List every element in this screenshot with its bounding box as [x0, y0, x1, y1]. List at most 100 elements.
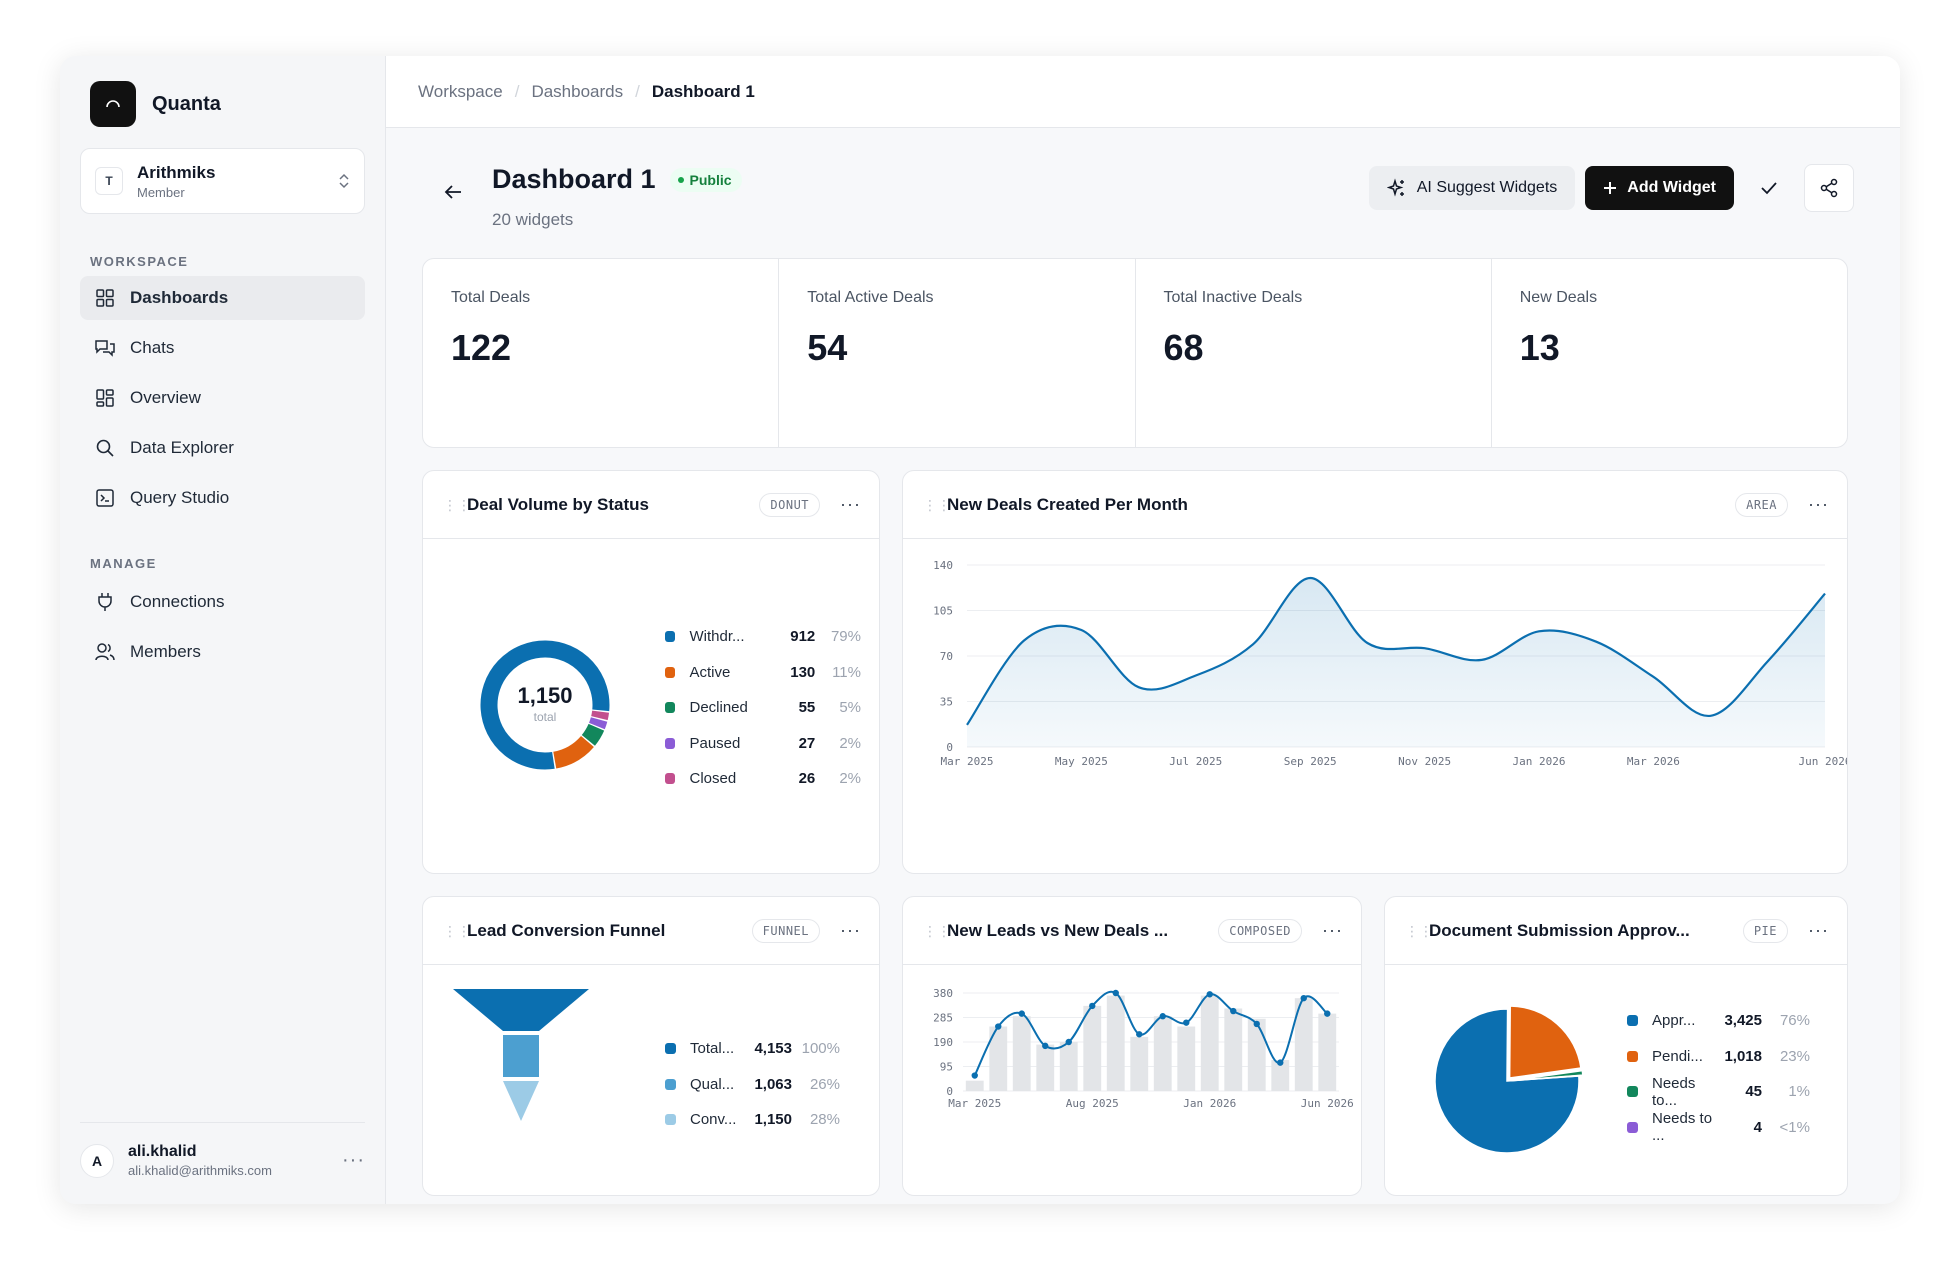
app-window: Quanta T Arithmiks Member WORKSPACE Dash…	[60, 56, 1900, 1204]
bar[interactable]	[1247, 1018, 1266, 1091]
ai-suggest-button[interactable]: AI Suggest Widgets	[1368, 166, 1576, 210]
drag-handle-icon[interactable]: ⋮⋮	[923, 496, 951, 513]
bar[interactable]	[1036, 1044, 1055, 1091]
funnel-stage[interactable]	[453, 989, 589, 1031]
widget-menu-icon[interactable]: ···	[1322, 920, 1343, 940]
bar[interactable]	[1153, 1016, 1172, 1091]
line-point[interactable]	[1065, 1038, 1072, 1046]
sidebar-item-dashboards[interactable]: Dashboards	[80, 276, 365, 320]
legend-value: 912	[790, 628, 816, 646]
legend-label: Total...	[690, 1040, 735, 1058]
share-button[interactable]	[1804, 164, 1854, 212]
breadcrumb-current: Dashboard 1	[651, 81, 755, 101]
area-chart: 0 35 70 105 140 Mar 2025 May 2025 Jul 2025 Sep 2…	[933, 559, 1847, 768]
widget-menu-icon[interactable]: ···	[1808, 920, 1829, 940]
bar[interactable]	[1271, 1060, 1290, 1091]
widget-menu-icon[interactable]: ···	[840, 494, 861, 514]
kpi-new-deals[interactable]: New Deals 13	[1492, 259, 1847, 447]
line-point[interactable]	[1136, 1031, 1143, 1038]
line-point[interactable]	[1159, 1013, 1166, 1020]
line-series[interactable]	[973, 990, 1328, 1076]
line-point[interactable]	[1300, 994, 1307, 1002]
sidebar-item-members[interactable]: Members	[80, 630, 365, 674]
bar[interactable]	[1318, 1013, 1337, 1091]
bar[interactable]	[1130, 1036, 1149, 1091]
user-profile[interactable]: A ali.khalid ali.khalid@arithmiks.com ··…	[80, 1122, 365, 1188]
line-point[interactable]	[1230, 1007, 1237, 1015]
drag-handle-icon[interactable]: ⋮⋮	[923, 922, 951, 939]
bar[interactable]	[1083, 1005, 1102, 1091]
pie-slice[interactable]	[1508, 1005, 1582, 1079]
kpi-active-deals[interactable]: Total Active Deals 54	[779, 259, 1136, 447]
sidebar-item-query-studio[interactable]: Query Studio	[80, 476, 365, 520]
avatar: A	[80, 1143, 114, 1178]
funnel-stage[interactable]	[503, 1081, 539, 1121]
sidebar-item-overview[interactable]: Overview	[80, 376, 365, 420]
bar[interactable]	[989, 1026, 1008, 1091]
line-point[interactable]	[1183, 1019, 1190, 1026]
add-widget-button[interactable]: Add Widget	[1585, 166, 1734, 210]
sidebar-item-connections[interactable]: Connections	[80, 580, 365, 624]
legend-label: Qual...	[690, 1075, 735, 1093]
line-point[interactable]	[1324, 1010, 1331, 1017]
drag-handle-icon[interactable]: ⋮⋮	[443, 922, 471, 939]
more-icon[interactable]: ···	[342, 1149, 365, 1171]
legend-label: Declined	[689, 699, 748, 717]
bar[interactable]	[1106, 995, 1125, 1091]
legend-percent: 26%	[809, 1075, 840, 1093]
bar[interactable]	[1059, 1042, 1078, 1091]
bar[interactable]	[1200, 995, 1219, 1091]
kpi-total-deals[interactable]: Total Deals 122	[423, 259, 780, 447]
sidebar-item-label: Dashboards	[130, 288, 229, 307]
back-button[interactable]	[444, 180, 462, 206]
y-tick-label: 190	[933, 1036, 953, 1049]
donut-slice[interactable]	[552, 735, 594, 769]
pie-slice[interactable]	[1434, 1008, 1580, 1154]
org-switcher[interactable]: T Arithmiks Member	[80, 148, 365, 214]
grid-icon	[94, 287, 116, 309]
line-point[interactable]	[995, 1023, 1002, 1030]
drag-handle-icon[interactable]: ⋮⋮	[1405, 922, 1433, 939]
donut-slice[interactable]	[588, 717, 608, 730]
bar[interactable]	[1012, 1016, 1031, 1091]
legend-percent: 23%	[1779, 1047, 1810, 1065]
y-tick-label: 105	[933, 605, 953, 618]
sidebar-item-chats[interactable]: Chats	[80, 326, 365, 370]
line-point[interactable]	[1253, 1020, 1260, 1028]
widget-type-badge: PIE	[1742, 918, 1789, 943]
search-icon	[94, 437, 116, 459]
line-point[interactable]	[971, 1072, 978, 1079]
legend-value: 3,425	[1724, 1012, 1762, 1030]
bar[interactable]	[1177, 1026, 1196, 1091]
bar[interactable]	[1224, 1008, 1243, 1091]
kpi-inactive-deals[interactable]: Total Inactive Deals 68	[1136, 259, 1492, 447]
line-point[interactable]	[1018, 1010, 1025, 1017]
breadcrumb-workspace[interactable]: Workspace	[418, 81, 503, 101]
widget-new-deals: ⋮⋮ New Deals Created Per Month AREA ··· …	[902, 470, 1848, 874]
save-button[interactable]	[1744, 164, 1794, 212]
legend-swatch	[665, 666, 676, 678]
kpi-row: Total Deals 122 Total Active Deals 54 To…	[422, 258, 1848, 448]
line-point[interactable]	[1042, 1042, 1049, 1050]
bar[interactable]	[1294, 998, 1313, 1091]
sidebar-item-data-explorer[interactable]: Data Explorer	[80, 426, 365, 470]
line-point[interactable]	[1277, 1059, 1284, 1066]
breadcrumb-dashboards[interactable]: Dashboards	[531, 81, 624, 101]
brand[interactable]: Quanta	[90, 81, 221, 127]
funnel-stage[interactable]	[503, 1035, 539, 1077]
area-series-line[interactable]	[966, 576, 1826, 726]
donut-slice[interactable]	[591, 710, 610, 721]
widget-menu-icon[interactable]: ···	[1808, 494, 1829, 514]
legend-swatch	[665, 1114, 676, 1126]
pie-slice[interactable]	[1510, 1074, 1584, 1082]
line-point[interactable]	[1089, 1002, 1096, 1010]
drag-handle-icon[interactable]: ⋮⋮	[443, 496, 471, 513]
line-point[interactable]	[1206, 991, 1213, 998]
bar[interactable]	[965, 1080, 984, 1091]
sidebar-item-label: Chats	[130, 338, 175, 357]
ai-suggest-label: AI Suggest Widgets	[1416, 179, 1558, 196]
donut-slice[interactable]	[581, 723, 605, 746]
line-point[interactable]	[1112, 989, 1119, 997]
donut-slice[interactable]	[480, 640, 610, 770]
widget-menu-icon[interactable]: ···	[840, 920, 861, 940]
